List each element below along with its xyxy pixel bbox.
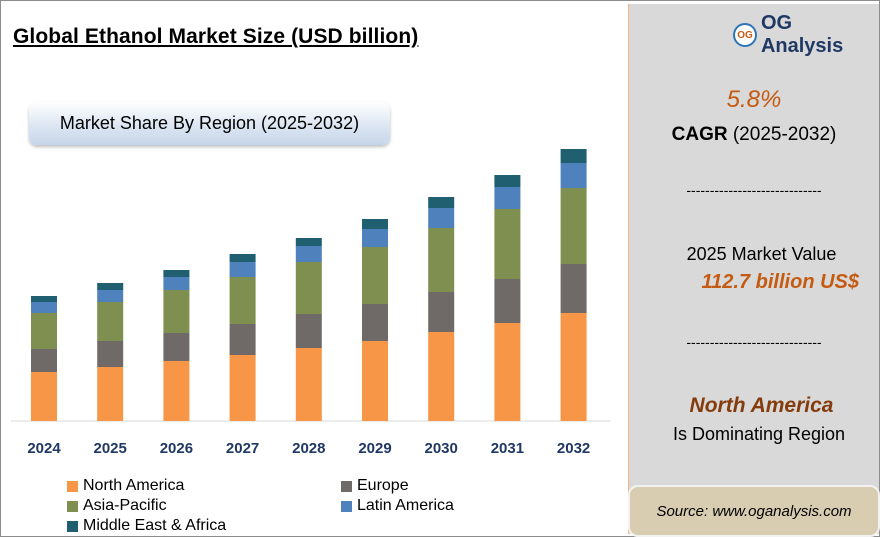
x-tick-label: 2026: [160, 440, 193, 457]
bar-segment-latin-america-2031: [494, 187, 521, 209]
legend-label: Asia-Pacific: [83, 497, 167, 514]
legend-swatch: [67, 520, 78, 532]
bar-segment-north-america-2026: [163, 361, 190, 421]
bar-segment-middle-east-africa-2029: [362, 219, 388, 229]
bar-segment-europe-2025: [97, 341, 124, 367]
legend-label: Middle East & Africa: [83, 517, 227, 534]
legend-item-middle-east-africa: Middle East & Africa: [67, 517, 226, 535]
bar-segment-asia-pacific-2025: [97, 302, 124, 341]
legend-label: Latin America: [357, 497, 454, 514]
x-tick-label: 2029: [358, 440, 391, 457]
cagr-label-period: (2025-2032): [727, 124, 837, 145]
market-value-label: 2025 Market Value: [686, 244, 837, 264]
bar-segment-europe-2026: [163, 333, 190, 361]
logo-mark-icon: OG: [733, 23, 757, 47]
summary-panel: OG OG Analysis 5.8% CAGR (2025-2032) ---…: [628, 4, 879, 534]
x-tick-label: 2024: [27, 440, 61, 457]
bar-segment-asia-pacific-2027: [229, 277, 256, 324]
separator-line: -----------------------------: [686, 334, 822, 350]
bar-segment-asia-pacific-2029: [362, 247, 388, 304]
bar-segment-north-america-2028: [295, 348, 322, 421]
legend-swatch: [67, 500, 78, 512]
bar-segment-latin-america-2028: [295, 246, 322, 262]
chart-title: Global Ethanol Market Size (USD billion): [13, 25, 419, 48]
x-tick-label: 2027: [226, 440, 259, 457]
bar-segment-latin-america-2030: [428, 208, 455, 228]
market-value: 112.7 billion US$: [701, 271, 859, 293]
bar-segment-asia-pacific-2031: [494, 209, 521, 279]
bar-segment-middle-east-africa-2030: [428, 197, 455, 208]
bar-segment-middle-east-africa-2028: [295, 238, 322, 246]
bar-segment-asia-pacific-2024: [31, 313, 57, 349]
bar-segment-europe-2030: [428, 292, 455, 332]
bar-segment-north-america-2027: [229, 355, 256, 421]
bar-segment-latin-america-2029: [362, 229, 388, 247]
chart-subtitle: Market Share By Region (2025-2032): [29, 102, 390, 145]
bar-segment-asia-pacific-2032: [560, 188, 587, 264]
legend-item-north-america: North America: [67, 477, 184, 495]
bar-segment-europe-2024: [31, 349, 57, 372]
legend-swatch: [341, 480, 352, 492]
bar-segment-middle-east-africa-2032: [560, 149, 587, 163]
bar-segment-middle-east-africa-2031: [494, 175, 521, 187]
bar-segment-middle-east-africa-2025: [97, 283, 124, 290]
legend-swatch: [341, 500, 352, 512]
x-tick-label: 2028: [292, 440, 325, 457]
bar-segment-middle-east-africa-2026: [163, 270, 190, 277]
legend-item-asia-pacific: Asia-Pacific: [67, 497, 167, 515]
bar-segment-europe-2029: [362, 304, 388, 341]
x-tick-label: 2032: [557, 440, 590, 457]
bar-segment-middle-east-africa-2024: [31, 296, 57, 302]
bar-segment-north-america-2032: [560, 313, 587, 421]
bar-segment-europe-2031: [494, 279, 521, 323]
cagr-label-bold: CAGR: [671, 124, 728, 145]
bar-group: [31, 149, 587, 421]
bar-segment-latin-america-2025: [97, 290, 124, 302]
legend-swatch: [67, 480, 78, 492]
bar-segment-latin-america-2024: [31, 302, 57, 313]
bar-segment-north-america-2031: [494, 323, 521, 421]
dominating-label: Is Dominating Region: [672, 424, 846, 444]
bar-segment-north-america-2029: [362, 341, 388, 421]
legend-item-latin-america: Latin America: [341, 497, 454, 515]
bar-segment-latin-america-2026: [163, 277, 190, 290]
bar-segment-europe-2027: [229, 324, 256, 355]
bar-segment-north-america-2025: [97, 367, 124, 421]
x-tick-label: 2031: [491, 440, 524, 457]
bar-segment-asia-pacific-2026: [163, 290, 190, 333]
legend-label: North America: [83, 477, 185, 494]
source-box: Source: www.oganalysis.com: [628, 485, 880, 537]
bar-segment-europe-2028: [295, 314, 322, 348]
og-analysis-logo: OG OG Analysis: [733, 12, 879, 58]
bar-chart: 2024 2025 2026 2027 2028 2029 2030 2031 2032: [11, 149, 611, 457]
legend: North America Europe Asia-Pacific Latin …: [67, 477, 487, 537]
bar-segment-latin-america-2027: [229, 262, 256, 277]
bar-segment-asia-pacific-2030: [428, 228, 455, 292]
x-tick-label: 2025: [94, 440, 127, 457]
cagr-value: 5.8%: [726, 86, 782, 113]
bar-segment-asia-pacific-2028: [295, 262, 322, 314]
cagr-label: CAGR (2025-2032): [629, 124, 879, 146]
x-tick-group: 2024 2025 2026 2027 2028 2029 2030 2031 2032: [27, 440, 590, 457]
logo-text: OG Analysis: [760, 12, 844, 57]
bar-segment-europe-2032: [560, 264, 587, 313]
bar-segment-middle-east-africa-2027: [229, 254, 256, 262]
bar-segment-north-america-2024: [31, 372, 57, 421]
dominating-region: North America: [689, 394, 834, 417]
legend-label: Europe: [357, 477, 409, 494]
separator-line: -----------------------------: [686, 182, 822, 198]
bar-segment-north-america-2030: [428, 332, 455, 421]
legend-item-europe: Europe: [341, 477, 409, 495]
x-tick-label: 2030: [425, 440, 458, 457]
bar-segment-latin-america-2032: [560, 163, 587, 188]
